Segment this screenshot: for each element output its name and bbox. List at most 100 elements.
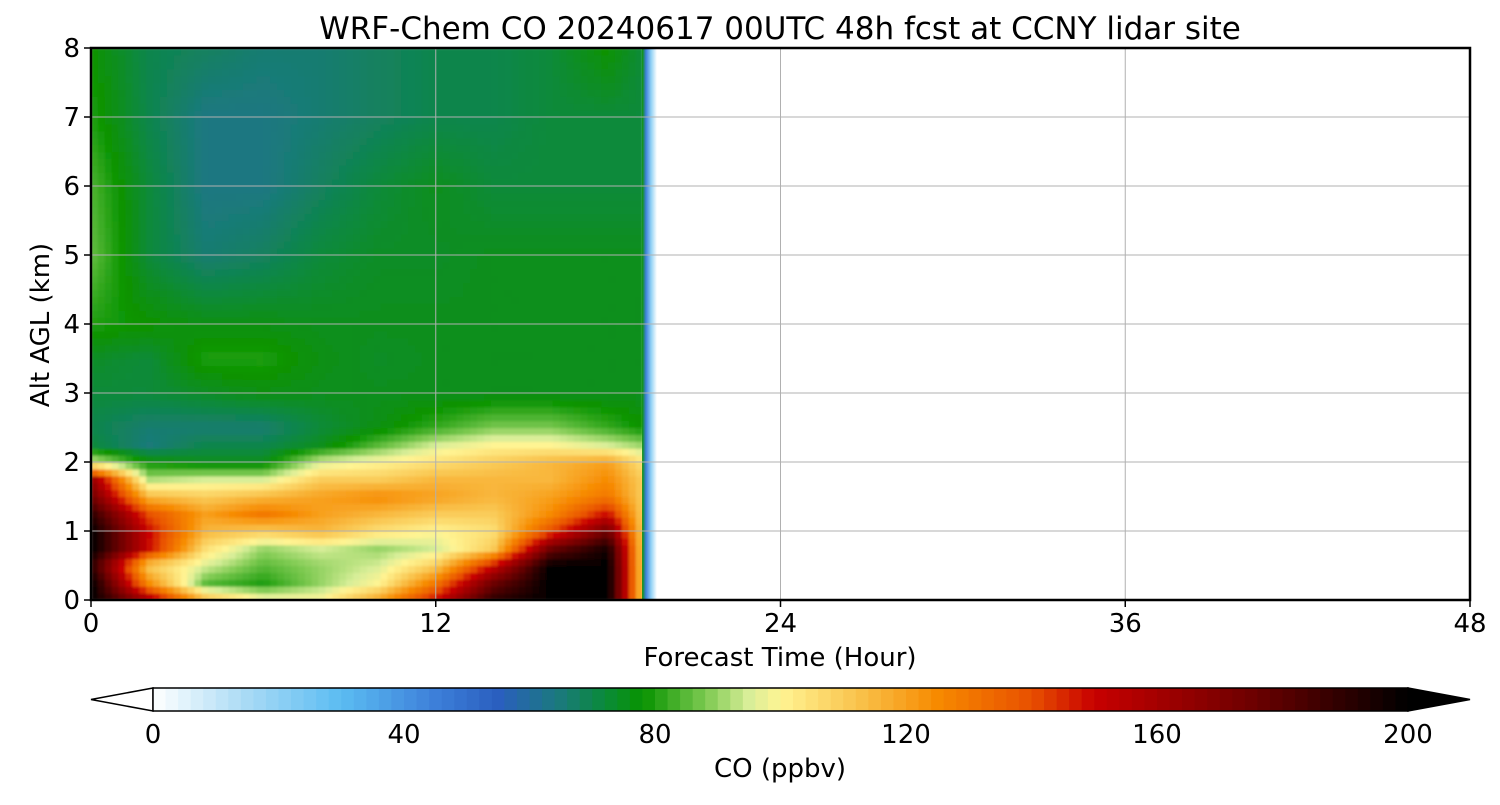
heatmap-cell: [290, 158, 299, 166]
heatmap-cell: [504, 386, 513, 394]
heatmap-cell: [318, 475, 327, 484]
heatmap-cell: [208, 524, 216, 532]
heatmap-cell: [366, 89, 375, 97]
heatmap-cell: [408, 510, 416, 518]
heatmap-cell: [153, 213, 161, 222]
heatmap-cell: [118, 427, 127, 435]
heatmap-cell: [332, 468, 340, 477]
heatmap-cell: [304, 110, 313, 118]
heatmap-cell: [139, 372, 147, 380]
heatmap-cell: [373, 441, 382, 449]
heatmap-cell: [297, 427, 306, 435]
heatmap-cell: [380, 475, 389, 484]
heatmap-cell: [139, 303, 147, 311]
heatmap-cell: [132, 337, 140, 346]
heatmap-cell: [318, 130, 327, 139]
heatmap-cell: [104, 517, 113, 525]
heatmap-cell: [104, 420, 113, 429]
heatmap-cell: [304, 572, 313, 580]
heatmap-cell: [394, 186, 402, 194]
heatmap-cell: [125, 558, 133, 567]
heatmap-cell: [449, 54, 458, 63]
heatmap-cell: [325, 241, 333, 249]
heatmap-cell: [290, 344, 299, 353]
heatmap-cell: [408, 358, 416, 366]
heatmap-cell: [159, 544, 168, 553]
heatmap-cell: [194, 186, 202, 194]
heatmap-cell: [325, 282, 333, 291]
heatmap-cell: [401, 337, 409, 346]
heatmap-cell: [373, 565, 382, 573]
heatmap-cell: [408, 199, 416, 208]
heatmap-cell: [235, 413, 244, 422]
heatmap-cell: [470, 48, 478, 56]
heatmap-cell: [249, 192, 258, 201]
heatmap-cell: [470, 372, 478, 380]
heatmap-cell: [235, 192, 244, 201]
heatmap-cell: [311, 406, 320, 415]
heatmap-cell: [394, 420, 402, 429]
heatmap-cell: [484, 213, 492, 222]
heatmap-cell: [463, 572, 471, 580]
heatmap-cell: [118, 248, 127, 256]
heatmap-cell: [394, 537, 402, 546]
heatmap-cell: [256, 462, 264, 470]
heatmap-cell: [194, 427, 202, 435]
heatmap-cell: [359, 468, 368, 477]
heatmap-cell: [428, 434, 437, 442]
heatmap-cell: [284, 455, 292, 463]
heatmap-cell: [435, 117, 444, 125]
heatmap-cell: [380, 248, 389, 256]
heatmap-cell: [373, 165, 382, 173]
heatmap-cell: [325, 324, 333, 332]
heatmap-cell: [387, 372, 395, 380]
heatmap-cell: [304, 434, 313, 442]
heatmap-cell: [228, 255, 237, 263]
heatmap-cell: [222, 544, 230, 553]
heatmap-cell: [415, 324, 423, 332]
heatmap-cell: [408, 434, 416, 442]
heatmap-cell: [146, 462, 154, 470]
heatmap-cell: [304, 234, 313, 242]
heatmap-cell: [435, 475, 444, 484]
heatmap-cell: [111, 89, 120, 97]
heatmap-cell: [463, 586, 471, 594]
heatmap-cell: [215, 165, 223, 173]
heatmap-cell: [132, 572, 140, 580]
heatmap-cell: [180, 82, 189, 90]
heatmap-cell: [187, 427, 196, 435]
heatmap-cell: [463, 227, 471, 235]
heatmap-cell: [270, 496, 278, 504]
heatmap-cell: [215, 137, 223, 146]
heatmap-cell: [366, 537, 375, 546]
heatmap-cell: [235, 96, 244, 104]
heatmap-cell: [228, 192, 237, 201]
heatmap-cell: [111, 213, 120, 222]
heatmap-cell: [484, 48, 492, 56]
heatmap-cell: [194, 393, 202, 401]
heatmap-cell: [359, 413, 368, 422]
heatmap-cell: [249, 89, 258, 97]
heatmap-cell: [153, 282, 161, 291]
heatmap-cell: [401, 48, 409, 56]
heatmap-cell: [511, 130, 520, 139]
heatmap-cell: [339, 586, 347, 594]
heatmap-cell: [332, 399, 340, 408]
heatmap-cell: [290, 579, 299, 587]
heatmap-cell: [332, 261, 340, 270]
heatmap-cell: [428, 399, 437, 408]
heatmap-cell: [277, 103, 285, 111]
heatmap-cell: [401, 158, 409, 166]
heatmap-cell: [470, 248, 478, 256]
heatmap-cell: [497, 179, 506, 187]
heatmap-cell: [401, 289, 409, 297]
heatmap-cell: [235, 220, 244, 228]
heatmap-cell: [187, 524, 196, 532]
heatmap-cell: [297, 75, 306, 84]
heatmap-cell: [194, 420, 202, 429]
heatmap-cell: [421, 551, 430, 560]
heatmap-cell: [477, 165, 485, 173]
heatmap-cell: [242, 434, 251, 442]
heatmap-cell: [394, 75, 402, 84]
heatmap-cell: [125, 593, 133, 600]
